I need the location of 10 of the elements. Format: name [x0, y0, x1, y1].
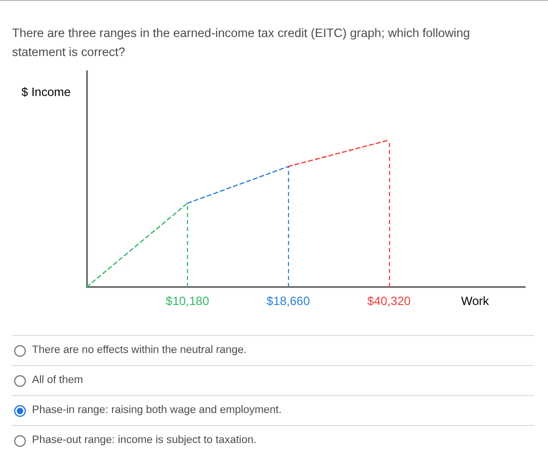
text: There are no effects within the neutral range. — [32, 344, 247, 356]
y-axis-title: $ Income — [21, 85, 72, 99]
x-axis-title: Work — [461, 294, 490, 308]
text: Phase-in range: raising both wage and employment. — [32, 404, 282, 416]
text: Phase-out range: income is subject to taxation. — [32, 434, 256, 446]
x-tick-label: $18,660 — [266, 294, 310, 308]
x-tick-label: $40,320 — [367, 294, 411, 308]
x-tick-label: $10,180 — [166, 294, 210, 308]
text: All of them — [32, 374, 84, 386]
chart-title: There are three ranges in the earned-income tax credit (EITC) graph; which following statement is correct? — [12, 25, 471, 61]
